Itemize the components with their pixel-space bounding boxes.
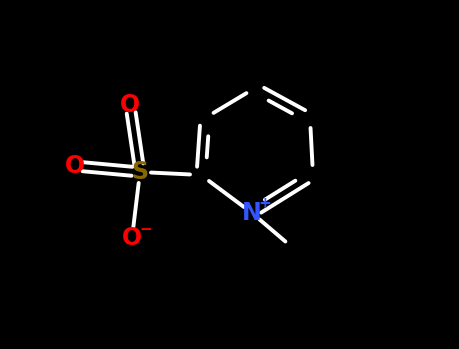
Text: O: O	[122, 226, 142, 250]
Text: O: O	[65, 154, 85, 178]
Text: +: +	[258, 196, 271, 211]
Text: O: O	[120, 93, 140, 117]
Text: N: N	[241, 201, 261, 225]
Text: S: S	[131, 160, 148, 184]
Text: −: −	[140, 222, 152, 237]
